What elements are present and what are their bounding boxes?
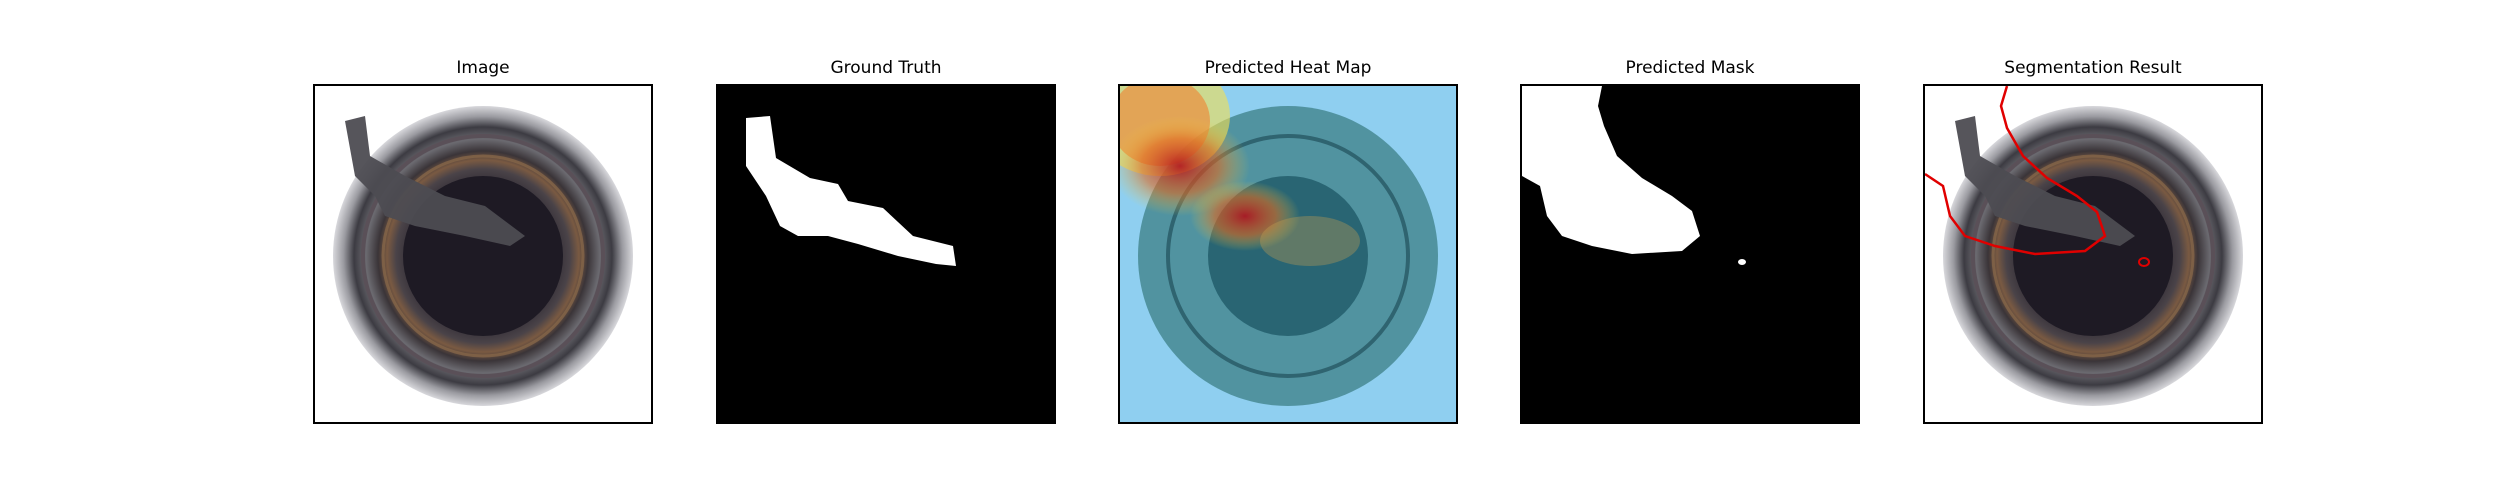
ground-truth-frame (716, 84, 1056, 424)
mask-blob (1738, 259, 1746, 265)
bottle-photo (315, 86, 651, 422)
defect-shape (345, 116, 525, 246)
panel-predicted-mask: Predicted Mask (1520, 0, 1860, 500)
panel-title: Image (456, 58, 510, 78)
predicted-mask (1522, 86, 1858, 422)
heat-map-frame (1118, 84, 1458, 424)
heat-map (1120, 86, 1456, 422)
panel-heat-map: Predicted Heat Map (1118, 0, 1458, 500)
ground-truth-mask (718, 86, 1054, 422)
panel-segmentation-result: Segmentation Result (1923, 0, 2263, 500)
panel-title: Segmentation Result (2004, 58, 2182, 78)
panel-ground-truth: Ground Truth (716, 0, 1056, 500)
predicted-mask-frame (1520, 84, 1860, 424)
contour-blob (2138, 257, 2150, 267)
panel-title: Predicted Heat Map (1204, 58, 1372, 78)
hot-spot (1190, 181, 1300, 251)
panel-image: Image (313, 0, 653, 500)
contour-line (1925, 86, 2107, 256)
segmentation-frame (1923, 84, 2263, 424)
panel-title: Predicted Mask (1625, 58, 1755, 78)
panel-title: Ground Truth (830, 58, 942, 78)
mask-region (746, 116, 956, 266)
mask-region (1522, 86, 1700, 254)
image-frame (313, 84, 653, 424)
segmentation-overlay (1925, 86, 2261, 422)
